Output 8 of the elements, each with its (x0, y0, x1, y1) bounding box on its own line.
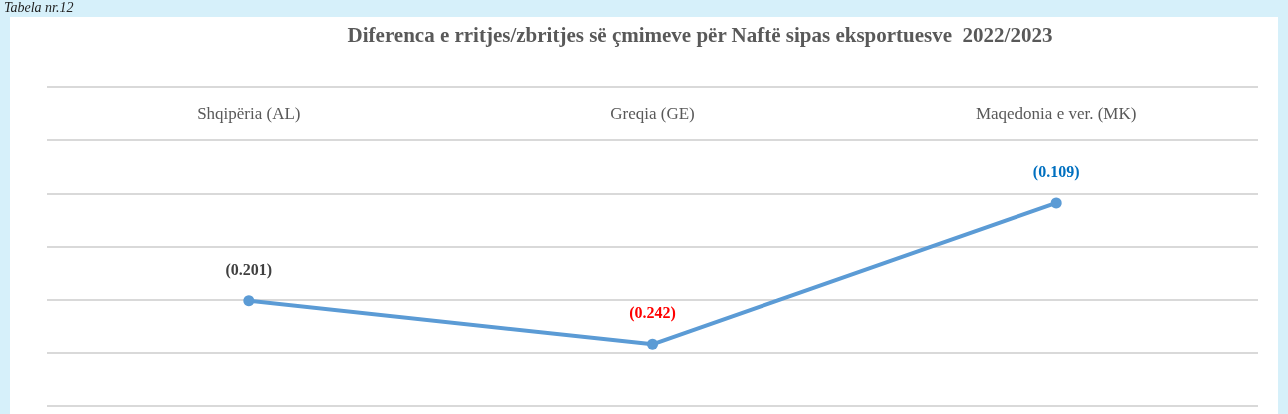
chart-title: Diferenca e rritjes/zbritjes së çmimeve për Naftë sipas eksportuesve 2022/2023 (347, 22, 1053, 47)
data-label: (0.242) (629, 304, 676, 323)
text: Tabela nr.12 (4, 0, 74, 16)
x-tick-label: Shqipëria (AL) (197, 104, 301, 123)
x-tick-label: Greqia (GE) (610, 104, 695, 123)
data-label: (0.109) (1032, 162, 1080, 181)
x-tick-label: Maqedonia e ver. (MK) (975, 104, 1137, 123)
data-label: (0.201) (225, 260, 273, 279)
